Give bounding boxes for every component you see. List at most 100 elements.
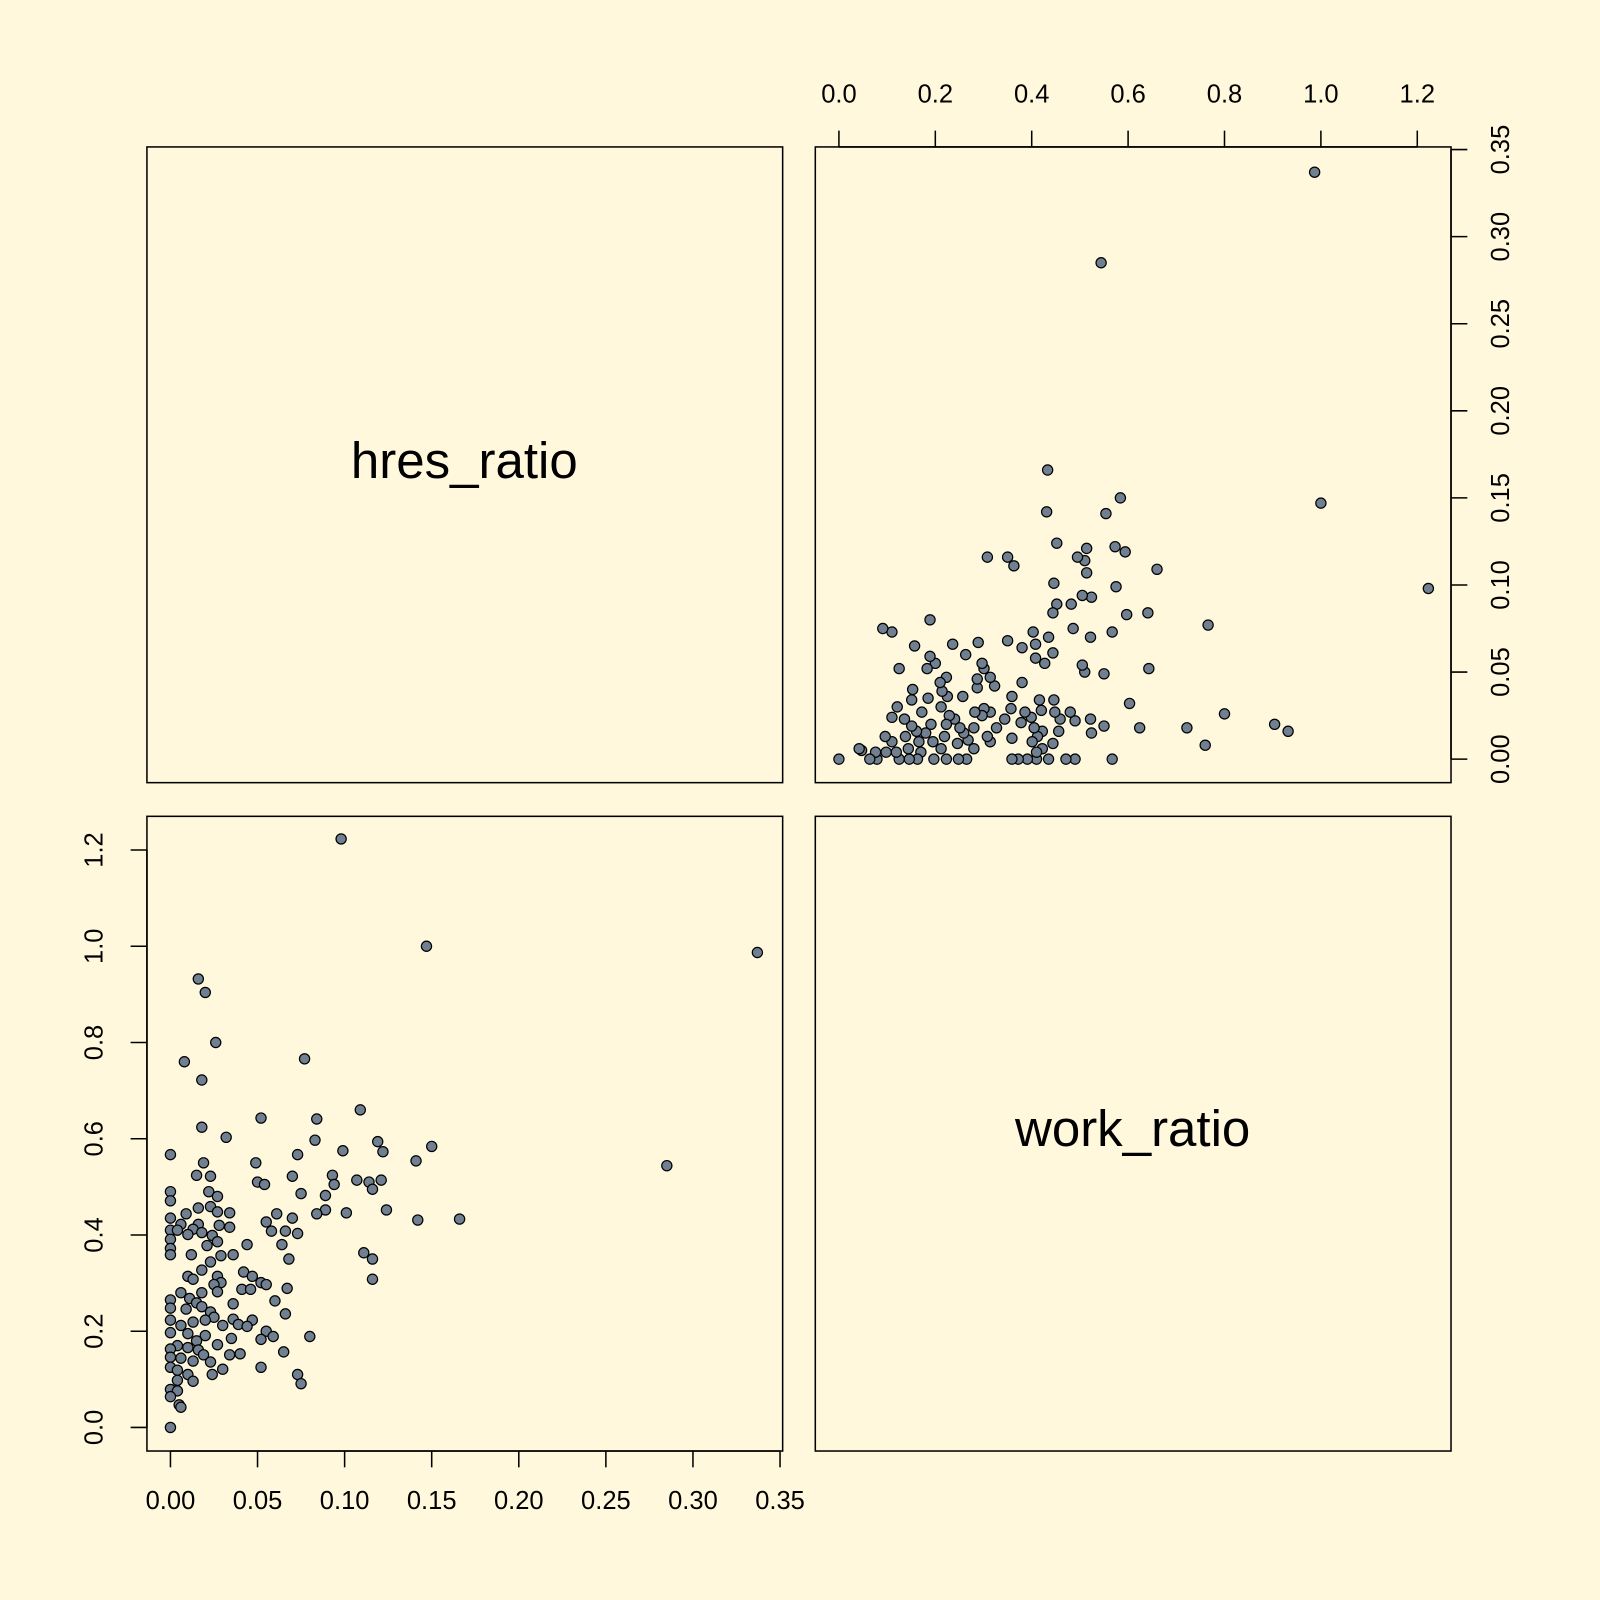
tick-label: 0.30 — [1487, 212, 1515, 262]
point — [420, 940, 433, 952]
tick-label: 0.6 — [81, 1121, 109, 1156]
point — [1028, 722, 1040, 734]
tick-label: 0.20 — [1487, 386, 1515, 436]
tick-label: 0.10 — [1487, 560, 1515, 610]
point — [1039, 657, 1051, 670]
point — [893, 662, 905, 675]
tick-label: 0.15 — [1487, 473, 1515, 523]
point — [246, 1270, 259, 1283]
point — [211, 1235, 224, 1248]
point — [902, 742, 915, 755]
point — [164, 1195, 177, 1207]
point — [354, 1104, 367, 1116]
point — [286, 1212, 299, 1224]
tick-label: 0.0 — [821, 81, 856, 109]
point — [1202, 619, 1214, 631]
point — [1106, 626, 1118, 638]
point — [311, 1208, 323, 1220]
point — [375, 1174, 387, 1186]
tick-label: 1.2 — [81, 832, 109, 867]
point — [182, 1327, 194, 1340]
point — [267, 1330, 279, 1343]
point — [185, 1248, 198, 1261]
point — [197, 1157, 210, 1169]
point — [1052, 725, 1065, 737]
tick-label: 0.30 — [668, 1487, 718, 1515]
point — [1048, 694, 1060, 706]
point — [981, 730, 994, 743]
point — [196, 1264, 208, 1276]
point — [1001, 551, 1014, 563]
point — [1100, 507, 1112, 520]
point — [335, 833, 347, 845]
point — [1029, 652, 1042, 664]
point — [234, 1348, 246, 1360]
point — [377, 1146, 389, 1158]
point — [1006, 732, 1018, 744]
tick-label: 1.2 — [1400, 81, 1435, 109]
point — [1048, 577, 1060, 589]
point — [999, 713, 1011, 725]
point — [935, 742, 947, 755]
point — [954, 722, 966, 734]
point — [940, 753, 953, 765]
point — [1098, 720, 1110, 732]
point — [211, 1206, 224, 1218]
point — [1181, 722, 1193, 734]
point — [833, 753, 845, 765]
point — [1042, 753, 1055, 765]
point — [203, 1185, 215, 1198]
point — [1143, 662, 1155, 675]
point — [366, 1183, 379, 1195]
point — [366, 1253, 379, 1265]
point — [196, 1286, 208, 1299]
point — [1422, 582, 1435, 595]
point — [204, 1170, 217, 1182]
point — [916, 706, 928, 718]
point — [279, 1308, 292, 1320]
point — [328, 1178, 340, 1191]
tick-label: 0.6 — [1110, 81, 1145, 109]
point — [1110, 580, 1122, 593]
point — [1282, 725, 1294, 737]
tick-label: 0.4 — [1014, 81, 1049, 109]
point — [351, 1174, 363, 1186]
point — [1060, 753, 1072, 765]
tick-label: 0.35 — [755, 1487, 805, 1515]
point — [877, 622, 889, 635]
point — [269, 1295, 281, 1307]
point — [223, 1221, 236, 1233]
point — [1006, 753, 1018, 765]
point — [204, 1356, 217, 1368]
point — [934, 676, 946, 689]
point — [880, 746, 892, 758]
tick-label: 0.05 — [1487, 647, 1515, 697]
point — [260, 1216, 272, 1228]
point — [990, 722, 1003, 734]
point — [213, 1219, 225, 1232]
point — [1085, 727, 1098, 739]
point — [190, 1335, 203, 1347]
point — [1114, 492, 1127, 504]
point — [196, 1300, 208, 1313]
point — [1016, 676, 1028, 689]
point — [1106, 753, 1118, 765]
point — [258, 1178, 271, 1191]
point — [255, 1361, 267, 1374]
point — [371, 1135, 384, 1148]
point — [227, 1298, 239, 1310]
point — [180, 1208, 192, 1220]
point — [337, 1145, 349, 1157]
tick-label: 0.8 — [1207, 81, 1242, 109]
point — [1005, 702, 1017, 715]
point — [922, 692, 934, 704]
panel-frame — [146, 146, 784, 784]
point — [905, 720, 918, 732]
point — [410, 1155, 422, 1167]
point — [1142, 607, 1154, 619]
point — [864, 753, 876, 765]
point — [260, 1278, 272, 1291]
variable-label: work_ratio — [1014, 1100, 1250, 1157]
point — [319, 1189, 332, 1202]
point — [1030, 746, 1043, 758]
